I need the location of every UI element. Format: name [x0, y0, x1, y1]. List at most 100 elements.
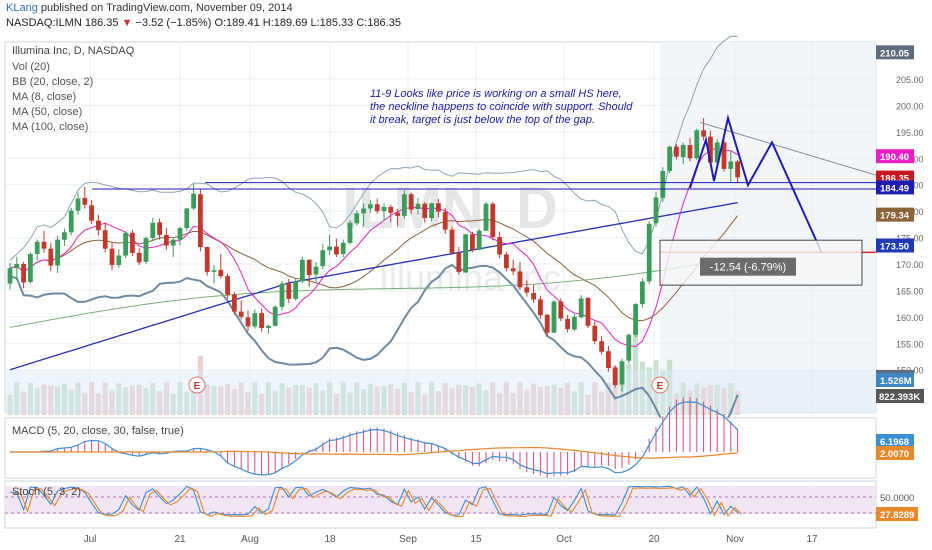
volume-bar: [646, 367, 652, 415]
volume-bar: [435, 391, 441, 415]
price-label-box: [876, 238, 914, 253]
stoch-d-line: [13, 487, 742, 518]
candle-body: [463, 234, 468, 273]
chart-area[interactable]: 145.00150.00155.00160.00165.00170.00175.…: [0, 34, 932, 550]
watermark-name: Illumina Inc: [379, 257, 561, 298]
last-price: 186.35: [84, 17, 119, 29]
volume-bar: [163, 382, 169, 415]
ohlc-values: O:189.41 H:189.69 L:185.33 C:186.35: [214, 17, 401, 29]
volume-bar: [449, 388, 455, 415]
volume-bar: [89, 381, 95, 415]
volume-bar: [565, 382, 571, 415]
volume-bar: [701, 387, 707, 415]
stoch-title: Stoch (5, 3, 2): [12, 486, 81, 498]
y-tick-label: 205.00: [896, 75, 924, 85]
volume-bar: [388, 384, 394, 415]
volume-bar: [225, 383, 231, 415]
volume-bar: [374, 386, 380, 415]
volume-bar: [735, 390, 741, 415]
candle-body: [354, 213, 360, 224]
volume-label: 822.393K: [879, 392, 920, 403]
candle-body: [551, 301, 557, 333]
volume-bar: [367, 383, 373, 415]
candle-body: [116, 255, 122, 266]
volume-bar: [109, 390, 115, 415]
chart-svg[interactable]: 145.00150.00155.00160.00165.00170.00175.…: [0, 34, 932, 550]
candle-body: [28, 253, 33, 282]
candle-body: [109, 248, 115, 266]
candle-body: [381, 206, 387, 212]
volume-label: 1.526M: [880, 376, 912, 387]
volume-bar: [61, 383, 67, 415]
candle-body: [728, 161, 734, 169]
x-tick-label: 15: [470, 534, 482, 545]
candle-body: [96, 220, 101, 231]
candle-body: [340, 242, 346, 254]
stoch-value-box: [876, 507, 918, 521]
volume-bar: [95, 393, 101, 415]
x-tick-label: Aug: [241, 534, 259, 545]
candle-body: [408, 194, 414, 210]
volume-bar: [476, 383, 482, 415]
candle-body: [14, 264, 20, 269]
candle-body: [660, 170, 666, 198]
macd-value: 6.1968: [880, 437, 909, 448]
candle-body: [456, 252, 462, 272]
quote-line: NASDAQ:ILMN 186.35 ▼ −3.52 (−1.85%) O:18…: [6, 17, 401, 29]
volume-bar: [150, 383, 156, 415]
volume-label-box: [876, 373, 914, 387]
candle-body: [218, 269, 224, 277]
volume-ma-area: [5, 370, 876, 414]
earnings-marker-label: E: [194, 381, 201, 392]
candle-body: [306, 259, 312, 276]
candle-body: [442, 212, 448, 230]
author-name[interactable]: KLang: [6, 2, 38, 14]
stoch-value: 27.8289: [880, 510, 914, 521]
candle-body: [612, 367, 618, 386]
volume-bar: [157, 390, 163, 415]
macd-value-box: [876, 434, 914, 448]
volume-bar: [333, 393, 339, 415]
candle-body: [225, 276, 230, 295]
candle-body: [177, 228, 183, 240]
candle-body: [232, 294, 237, 312]
price-label: 184.49: [880, 183, 909, 194]
volume-bar: [286, 387, 292, 415]
volume-bar: [279, 383, 285, 415]
candle-body: [606, 351, 611, 369]
x-tick-label: 18: [324, 534, 336, 545]
earnings-marker-icon: [651, 376, 669, 394]
candle-body: [130, 232, 135, 253]
y-tick-label: 195.00: [896, 128, 924, 138]
candle-body: [374, 204, 380, 212]
candle-body: [62, 232, 67, 240]
volume-bar: [218, 386, 224, 415]
volume-bar: [340, 381, 346, 415]
stoch-upper-label: 50.0000: [880, 493, 914, 504]
candle-body: [619, 361, 625, 385]
volume-bar: [306, 387, 312, 415]
volume-bar: [626, 363, 632, 415]
chart-legend: Illumina Inc, D, NASDAQ Vol (20) BB (20, c…: [12, 45, 135, 133]
publish-line: KLang published on TradingView.com, Nove…: [6, 2, 293, 14]
macd-line: [10, 401, 739, 476]
candle-body: [279, 283, 285, 307]
candle-body: [667, 146, 672, 171]
volume-bar: [456, 384, 462, 415]
candle-body: [721, 142, 727, 169]
y-tick-label: 170.00: [896, 260, 924, 270]
candle-body: [687, 145, 693, 159]
volume-bar: [551, 384, 557, 415]
candle-body: [470, 234, 475, 250]
candle-body: [694, 130, 700, 159]
symbol-label: NASDAQ:ILMN: [6, 17, 82, 29]
candle-body: [531, 293, 536, 300]
volume-bar: [259, 393, 265, 415]
volume-bar: [463, 385, 469, 415]
price-label-box: [876, 45, 914, 60]
candle-body: [572, 316, 577, 330]
price-label: 179.34: [880, 211, 910, 222]
candle-body: [517, 271, 523, 288]
candle-body: [252, 313, 258, 327]
volume-bar: [293, 384, 299, 415]
